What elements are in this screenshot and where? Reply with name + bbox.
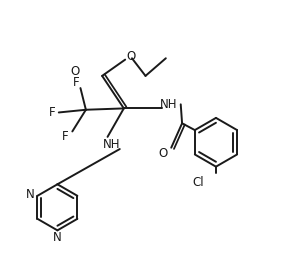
- Text: Cl: Cl: [193, 176, 204, 189]
- Text: F: F: [62, 130, 69, 143]
- Text: O: O: [126, 50, 135, 63]
- Text: F: F: [73, 76, 80, 89]
- Text: O: O: [70, 65, 80, 78]
- Text: NH: NH: [103, 138, 120, 151]
- Text: N: N: [53, 231, 62, 244]
- Text: F: F: [49, 106, 55, 119]
- Text: O: O: [159, 147, 168, 160]
- Text: N: N: [26, 188, 34, 201]
- Text: NH: NH: [160, 98, 177, 111]
